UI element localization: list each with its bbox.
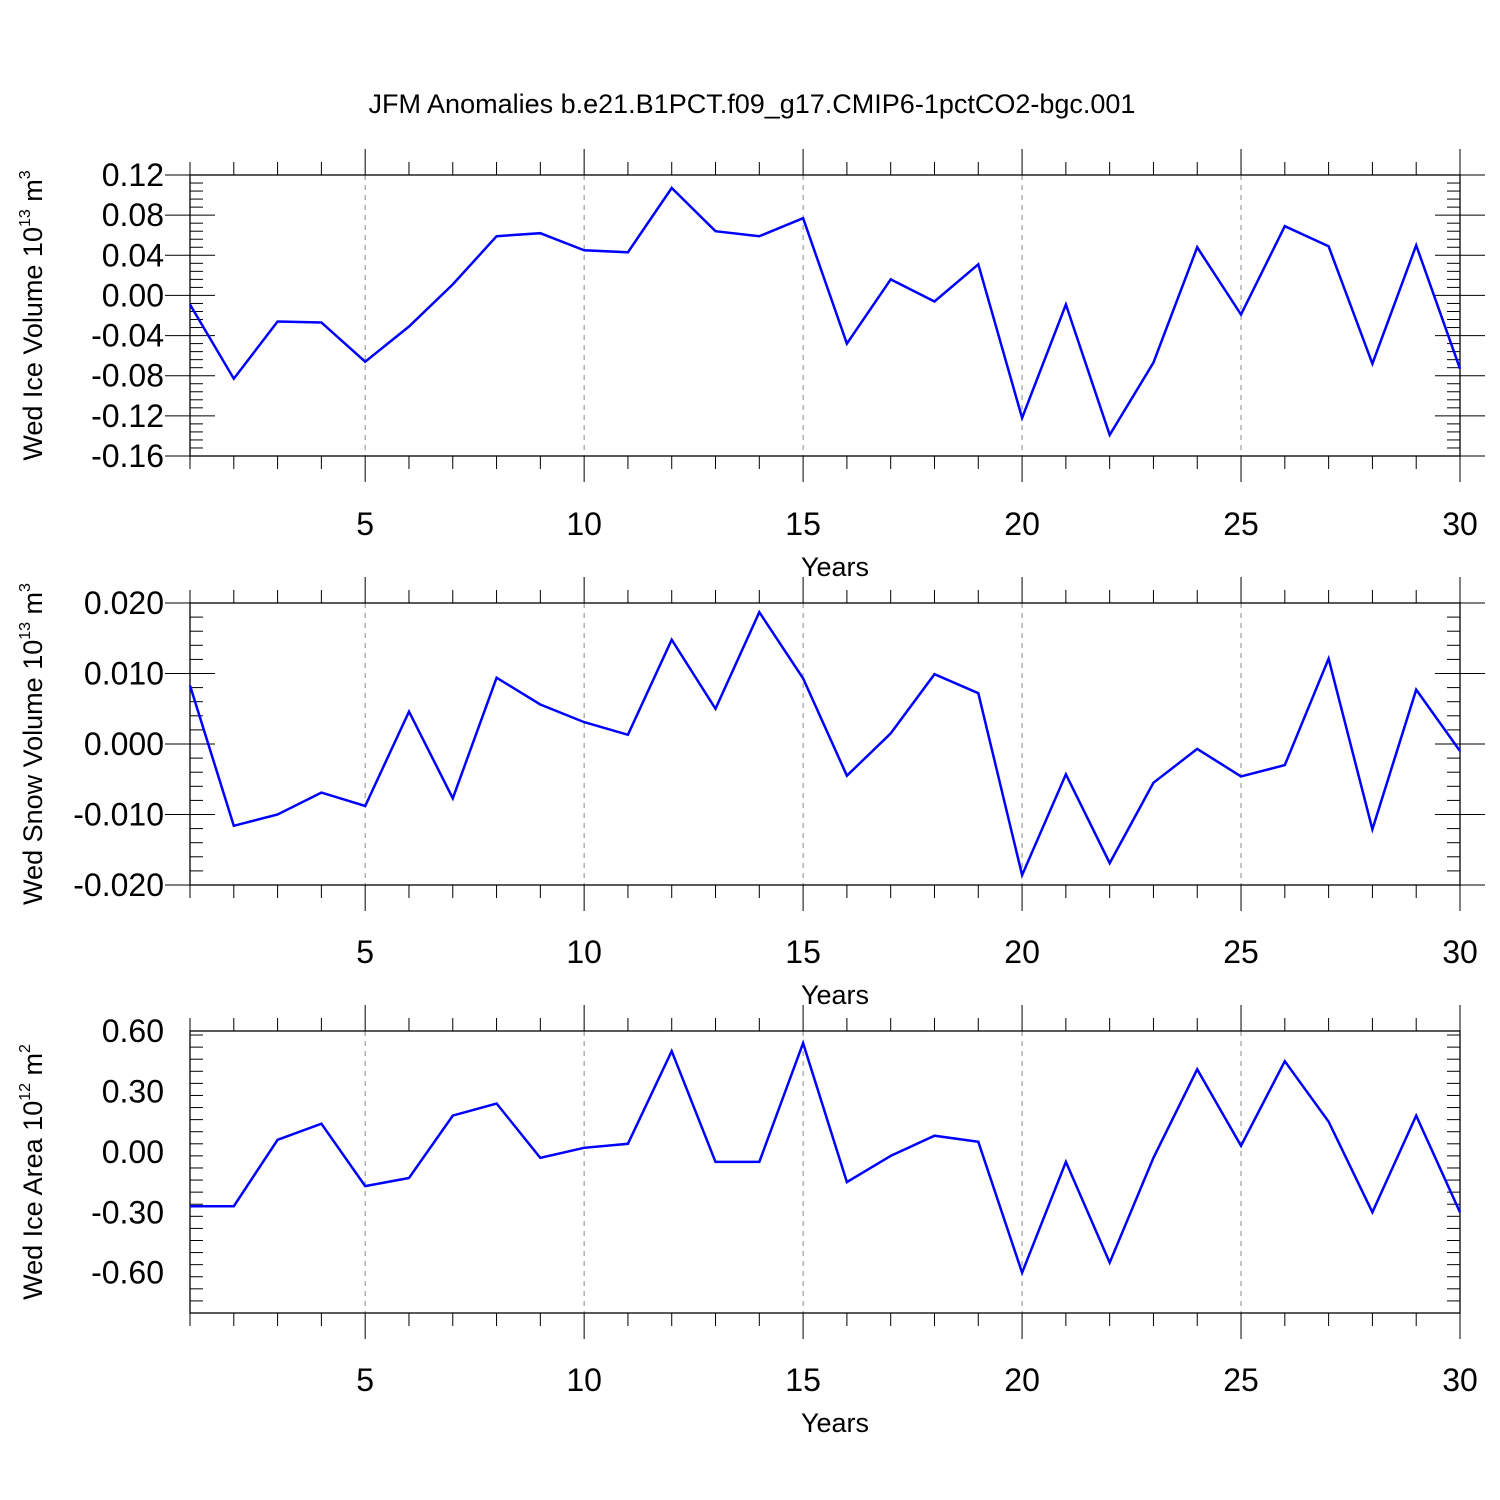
chart-3-y-axis-label-unit: m (18, 1053, 48, 1083)
chart-1-xtick-label: 30 (1442, 506, 1478, 542)
chart-1-y-axis-label-unit: m (18, 179, 48, 209)
chart-1-plot-frame (189, 174, 1461, 457)
chart-2-ytick-label: 0.000 (84, 726, 164, 762)
chart-3-ytick-label: 0.60 (102, 1013, 164, 1049)
chart-3-ytick-label: -0.30 (91, 1194, 164, 1230)
chart-3-ytick-label: -0.60 (91, 1255, 164, 1291)
chart-1-xtick-label: 10 (566, 506, 602, 542)
chart-1-ytick-label: -0.12 (91, 398, 164, 434)
chart-1-xtick-label: 25 (1223, 506, 1259, 542)
chart-2-ytick-label: 0.020 (84, 585, 164, 621)
chart-2-y-axis-label-exponent: 13 (17, 622, 34, 640)
chart-2-y-axis-label-unit: m (18, 592, 48, 622)
chart-title: JFM Anomalies b.e21.B1PCT.f09_g17.CMIP6-… (369, 89, 1136, 119)
chart-3-ytick-label: 0.00 (102, 1134, 164, 1170)
chart-1-x-axis-label: Years (801, 552, 869, 582)
chart-2-plot-frame (189, 602, 1461, 886)
chart-2-ytick-label: 0.010 (84, 656, 164, 692)
chart-3: 5 10 15 20 25 30 Years 0.60 0.30 0.00 -0.30 -0.60 We… (17, 1005, 1478, 1438)
chart-3-xtick-label: 15 (785, 1362, 821, 1398)
chart-3-ytick-label: 0.30 (102, 1073, 164, 1109)
chart-3-series-line (190, 1039, 1462, 1277)
chart-1-ytick-label: 0.08 (102, 197, 164, 233)
chart-2-xtick-label: 25 (1223, 934, 1259, 970)
chart-1: 5 10 15 20 25 30 Years 0.12 0.08 0.04 0.00 -0.04 -0.… (17, 149, 1485, 582)
chart-1-xtick-label: 20 (1004, 506, 1040, 542)
chart-2-y-axis-label: Wed Snow Volume 1013 m3 (17, 583, 48, 905)
chart-1-xtick-label: 5 (356, 506, 374, 542)
chart-2: 5 10 15 20 25 30 Years 0.020 0.010 0.000 -0.010 -0.… (17, 577, 1485, 1010)
chart-panels: 5 10 15 20 25 30Years0.120.080.040.00-0.04-0.… (17, 149, 1485, 1438)
chart-1-y-axis-label-exponent: 13 (17, 209, 34, 227)
chart-2-xtick-label: 15 (785, 934, 821, 970)
chart-1-y-axis-label-main: Wed Ice Volume 10 (18, 227, 48, 461)
chart-1-ytick-label: 0.12 (102, 157, 164, 193)
chart-1-y-axis-label-unit-exponent: 3 (17, 170, 34, 179)
chart-2-xtick-label: 30 (1442, 934, 1478, 970)
chart-2-series-line (188, 609, 1462, 880)
chart-2-x-axis-label: Years (801, 980, 869, 1010)
chart-3-xtick-label: 5 (356, 1362, 374, 1398)
chart-2-xtick-label: 5 (356, 934, 374, 970)
chart-1-ytick-label: -0.08 (91, 358, 164, 394)
chart-2-xtick-label: 10 (566, 934, 602, 970)
chart-2-ytick-label: -0.010 (73, 797, 164, 833)
chart-2-xtick-label: 20 (1004, 934, 1040, 970)
chart-3-y-axis-label-exponent: 12 (17, 1083, 34, 1101)
chart-3-x-axis-label: Years (801, 1408, 869, 1438)
chart-1-ytick-label: 0.00 (102, 277, 164, 313)
chart-3-plot-frame (189, 1030, 1461, 1314)
chart-3-y-axis-label: Wed Ice Area 1012 m2 (17, 1044, 48, 1300)
chart-1-ytick-label: -0.04 (91, 318, 164, 354)
chart-3-xtick-label: 30 (1442, 1362, 1478, 1398)
chart-1-series-line (188, 186, 1462, 438)
chart-1-ytick-label: 0.04 (102, 237, 164, 273)
chart-3-y-axis-label-unit-exponent: 2 (17, 1044, 34, 1053)
chart-3-xtick-label: 20 (1004, 1362, 1040, 1398)
chart-1-ytick-label: -0.16 (91, 438, 164, 474)
chart-1-xtick-label: 15 (785, 506, 821, 542)
chart-3-xtick-label: 10 (566, 1362, 602, 1398)
chart-3-y-axis-label-main: Wed Ice Area 10 (18, 1101, 48, 1300)
chart-2-y-axis-label-main: Wed Snow Volume 10 (18, 640, 48, 905)
chart-1-y-axis-label: Wed Ice Volume 1013 m3 (17, 170, 48, 460)
chart-3-xtick-label: 25 (1223, 1362, 1259, 1398)
chart-2-y-axis-label-unit-exponent: 3 (17, 583, 34, 592)
chart-2-ytick-label: -0.020 (73, 867, 164, 903)
